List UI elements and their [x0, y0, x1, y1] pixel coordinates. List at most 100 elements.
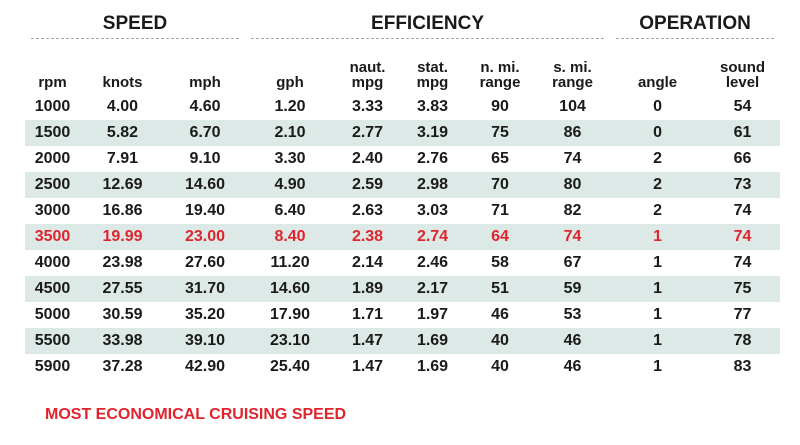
- table-cell: 3000: [34, 202, 71, 219]
- table-cell: 25.40: [269, 358, 311, 375]
- column-header-row: rpm knots mph gph naut. mpg stat. mpg n. mi. r…: [25, 40, 780, 94]
- table-cell: 73: [705, 172, 781, 198]
- table-cell: 2: [653, 150, 662, 167]
- table-cell: 77: [733, 306, 752, 323]
- table-cell: 2.98: [400, 172, 466, 198]
- table-cell: 71: [491, 202, 509, 219]
- table-cell: 1.69: [416, 358, 449, 375]
- table-cell: 1000: [34, 98, 71, 115]
- table-cell: 19.99: [80, 224, 165, 250]
- table-cell: 7.91: [106, 150, 139, 167]
- table-cell: 2500: [25, 172, 80, 198]
- table-cell: 46: [563, 358, 582, 375]
- table-cell: 80: [535, 172, 611, 198]
- table-cell: 16.86: [102, 202, 143, 219]
- table-cell: 1500: [25, 120, 80, 146]
- table-cell: 1: [610, 224, 706, 250]
- table-cell: 67: [563, 254, 582, 271]
- group-header-row: SPEED EFFICIENCY OPERATION: [25, 12, 780, 40]
- table-row: 5000 30.59 35.20 17.90 1.71 1.97 46 53 1 77: [25, 302, 780, 328]
- table-cell: 74: [733, 202, 752, 219]
- table-cell: 2.10: [245, 120, 336, 146]
- table-cell: 2.38: [335, 224, 401, 250]
- table-cell: 46: [491, 306, 509, 323]
- table-cell: 23.10: [245, 328, 336, 354]
- table-row: 3000 16.86 19.40 6.40 2.63 3.03 71 82 2 74: [25, 198, 780, 224]
- table-cell: 1.71: [351, 306, 384, 323]
- table-cell: 1.20: [274, 98, 306, 115]
- table-row: 5500 33.98 39.10 23.10 1.47 1.69 40 46 1 78: [25, 328, 781, 354]
- table-cell: 5.82: [80, 120, 165, 146]
- table-cell: 1.47: [335, 328, 401, 354]
- table-cell: 2.14: [351, 254, 384, 271]
- table-cell: 2000: [34, 150, 71, 167]
- table-cell: 1: [653, 358, 662, 375]
- table-cell: 40: [491, 358, 509, 375]
- table-cell: 74: [563, 150, 582, 167]
- table-cell: 74: [705, 224, 781, 250]
- column-header: s. mi. range: [552, 59, 593, 91]
- table-container: SPEED EFFICIENCY OPERATION rpm knots mph gph n…: [25, 12, 781, 380]
- table-cell: 4.90: [245, 172, 336, 198]
- table-cell: 2: [610, 172, 706, 198]
- table-cell: 8.40: [245, 224, 336, 250]
- group-header-cell: EFFICIENCY: [245, 12, 610, 40]
- table-cell: 5500: [25, 328, 80, 354]
- table-cell: 66: [733, 150, 752, 167]
- table-cell: 23.98: [102, 254, 143, 271]
- table-cell: 74: [535, 224, 611, 250]
- column-header: knots: [102, 74, 143, 91]
- table-row: 5900 37.28 42.90 25.40 1.47 1.69 40 46 1 83: [25, 354, 780, 380]
- column-header: sound level: [720, 59, 766, 91]
- group-header-cell: OPERATION: [610, 12, 780, 40]
- table-cell: 11.20: [270, 254, 310, 271]
- table-cell: 19.40: [184, 202, 226, 219]
- table-cell: 78: [705, 328, 781, 354]
- table-row: 3500 19.99 23.00 8.40 2.38 2.74 64 74 1 74: [25, 224, 781, 250]
- column-header: gph: [276, 74, 304, 91]
- group-title: OPERATION: [616, 13, 775, 39]
- group-header-cell: SPEED: [25, 12, 245, 40]
- table-cell: 37.28: [102, 358, 143, 375]
- table-row: 4000 23.98 27.60 11.20 2.14 2.46 58 67 1 74: [25, 250, 780, 276]
- column-header: n. mi. range: [479, 59, 521, 91]
- table-cell: 2.40: [351, 150, 384, 167]
- table-cell: 82: [563, 202, 582, 219]
- table-cell: 70: [465, 172, 536, 198]
- table-cell: 2.77: [335, 120, 401, 146]
- table-cell: 5900: [34, 358, 71, 375]
- table-cell: 75: [705, 276, 781, 302]
- column-header: rpm: [38, 74, 67, 91]
- table-cell: 3.33: [351, 98, 384, 115]
- table-cell: 42.90: [184, 358, 226, 375]
- column-header: stat. mpg: [416, 59, 449, 91]
- table-row: 2000 7.91 9.10 3.30 2.40 2.76 65 74 2 66: [25, 146, 780, 172]
- table-cell: 4.00: [106, 98, 139, 115]
- table-cell: 59: [535, 276, 611, 302]
- table-cell: 27.60: [184, 254, 226, 271]
- column-header: naut. mpg: [349, 59, 386, 91]
- table-cell: 74: [733, 254, 752, 271]
- table-cell: 75: [465, 120, 536, 146]
- table-cell: 6.70: [165, 120, 246, 146]
- table-cell: 14.60: [245, 276, 336, 302]
- table-row: 2500 12.69 14.60 4.90 2.59 2.98 70 80 2 73: [25, 172, 781, 198]
- table-cell: 4500: [25, 276, 80, 302]
- table-cell: 1: [653, 306, 662, 323]
- table-cell: 51: [465, 276, 536, 302]
- table-cell: 23.00: [165, 224, 246, 250]
- table-row: 1500 5.82 6.70 2.10 2.77 3.19 75 86 0 61: [25, 120, 781, 146]
- table-cell: 40: [465, 328, 536, 354]
- table-cell: 12.69: [80, 172, 165, 198]
- table-cell: 65: [491, 150, 509, 167]
- table-row: 4500 27.55 31.70 14.60 1.89 2.17 51 59 1 75: [25, 276, 781, 302]
- table-cell: 83: [733, 358, 752, 375]
- table-cell: 3.30: [274, 150, 306, 167]
- table-cell: 0: [610, 120, 706, 146]
- table-cell: 2.63: [351, 202, 384, 219]
- table-cell: 5000: [34, 306, 71, 323]
- table-cell: 2.76: [416, 150, 449, 167]
- table-cell: 1.47: [351, 358, 384, 375]
- table-cell: 6.40: [274, 202, 306, 219]
